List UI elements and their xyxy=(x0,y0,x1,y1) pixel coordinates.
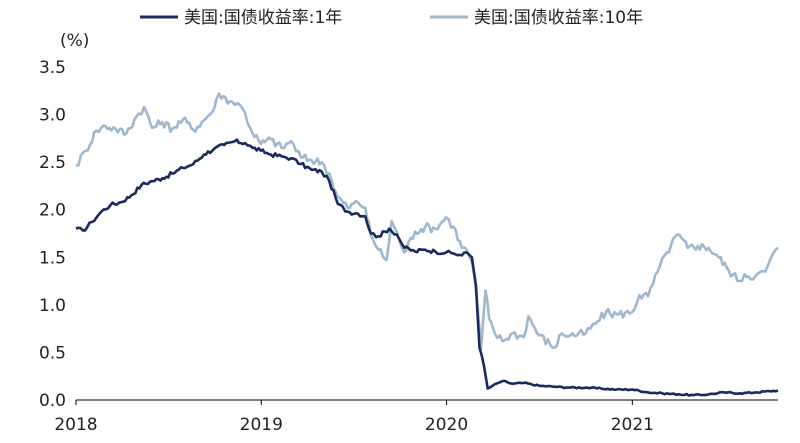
y-tick-label: 3.0 xyxy=(39,106,66,126)
series-line-10y xyxy=(75,92,779,350)
x-tick-label: 2021 xyxy=(611,415,654,435)
legend-item-1y: 美国:国债收益率:1年 xyxy=(140,8,342,28)
legend-label-1y: 美国:国债收益率:1年 xyxy=(184,8,342,28)
y-tick-label: 1.5 xyxy=(39,248,66,268)
series-layer xyxy=(75,92,779,397)
x-axis-ticks: 2018 2019 2020 2021 xyxy=(54,400,654,435)
y-axis-unit-label: (%) xyxy=(60,31,89,51)
legend-item-10y: 美国:国债收益率:10年 xyxy=(430,8,643,28)
x-tick-label: 2020 xyxy=(425,415,468,435)
x-tick-label: 2019 xyxy=(240,415,283,435)
y-tick-label: 0.5 xyxy=(39,343,66,363)
y-tick-label: 1.0 xyxy=(39,296,66,316)
x-tick-label: 2018 xyxy=(54,415,97,435)
y-tick-label: 2.0 xyxy=(39,201,66,221)
y-tick-label: 3.5 xyxy=(39,58,66,78)
y-tick-label: 2.5 xyxy=(39,153,66,173)
y-tick-label: 0.0 xyxy=(39,391,66,411)
series-line-1y xyxy=(75,138,779,397)
legend-label-10y: 美国:国债收益率:10年 xyxy=(474,8,643,28)
y-axis-ticks: 3.5 3.0 2.5 2.0 1.5 1.0 0.5 0.0 xyxy=(39,58,66,411)
legend: 美国:国债收益率:1年 美国:国债收益率:10年 xyxy=(140,8,643,28)
